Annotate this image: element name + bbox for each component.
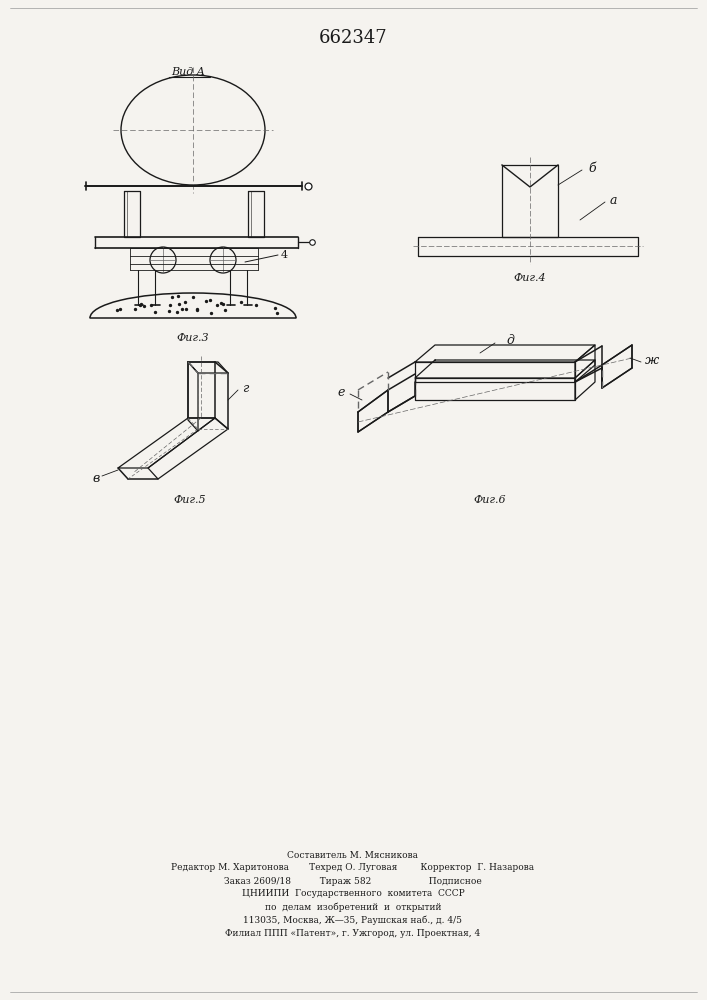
Text: Составитель М. Мясникова: Составитель М. Мясникова — [288, 850, 419, 859]
Text: a: a — [610, 194, 617, 207]
Text: 113035, Москва, Ж—35, Раушская наб., д. 4/5: 113035, Москва, Ж—35, Раушская наб., д. … — [243, 915, 462, 925]
Text: е: е — [338, 386, 345, 399]
Text: Фиг.4: Фиг.4 — [514, 273, 547, 283]
Text: Филиал ППП «Патент», г. Ужгород, ул. Проектная, 4: Филиал ППП «Патент», г. Ужгород, ул. Про… — [226, 928, 481, 938]
Text: б: б — [588, 161, 595, 174]
Text: по  делам  изобретений  и  открытий: по делам изобретений и открытий — [264, 902, 441, 912]
Text: Заказ 2609/18          Тираж 582                    Подписное: Заказ 2609/18 Тираж 582 Подписное — [224, 876, 482, 886]
Text: Редактор М. Харитонова       Техред О. Луговая        Корректор  Г. Назарова: Редактор М. Харитонова Техред О. Луговая… — [171, 863, 534, 872]
Text: Вид A: Вид A — [171, 67, 205, 77]
Text: Фиг.5: Фиг.5 — [174, 495, 206, 505]
Text: ЦНИИПИ  Государственного  комитета  СССР: ЦНИИПИ Государственного комитета СССР — [242, 890, 464, 898]
Text: 4: 4 — [281, 250, 288, 260]
Text: 662347: 662347 — [319, 29, 387, 47]
Text: Фиг.3: Фиг.3 — [177, 333, 209, 343]
Text: г: г — [242, 381, 248, 394]
Text: в: в — [93, 472, 100, 485]
Text: д: д — [506, 334, 514, 347]
Text: Фиг.6: Фиг.6 — [474, 495, 506, 505]
Text: ж: ж — [645, 354, 659, 366]
